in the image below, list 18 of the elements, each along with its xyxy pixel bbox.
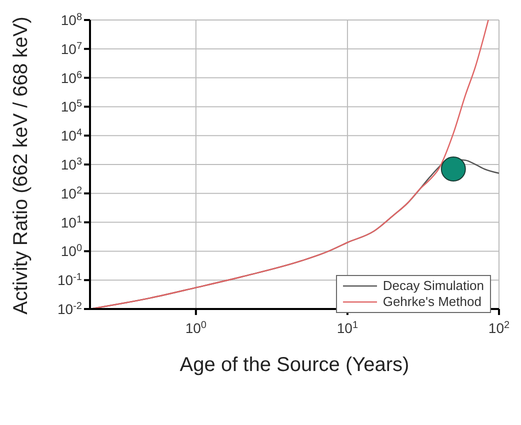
y-tick-label: 10$^{-2}$ [58,300,82,317]
y-tick-label: 10$^{8}$ [60,12,82,28]
x-tick-label: 10$^{0}$ [185,320,207,336]
legend-label: Gehrke's Method [382,294,482,310]
legend-label: Decay Simulation [382,278,484,294]
y-tick-label: 10$^{5}$ [60,98,82,115]
y-tick-label: 10$^{2}$ [60,184,82,202]
y-tick-label: 10$^{7}$ [60,40,82,57]
y-axis-title: Activity Ratio (662 keV / 668 keV) [10,16,32,314]
x-tick-label: 10$^{2}$ [488,320,510,336]
y-tick-label: 10$^{1}$ [60,214,82,230]
x-axis-title: Age of the Source (Years) [180,354,410,376]
x-tick-label: 10$^{1}$ [336,320,358,336]
y-tick-label: 10$^{0}$ [60,242,82,260]
y-tick-label: 10$^{-1}$ [58,272,82,288]
y-tick-label: 10$^{3}$ [60,156,82,172]
y-tick-label: 10$^{6}$ [60,69,82,86]
y-tick-label: 10$^{4}$ [60,127,82,144]
